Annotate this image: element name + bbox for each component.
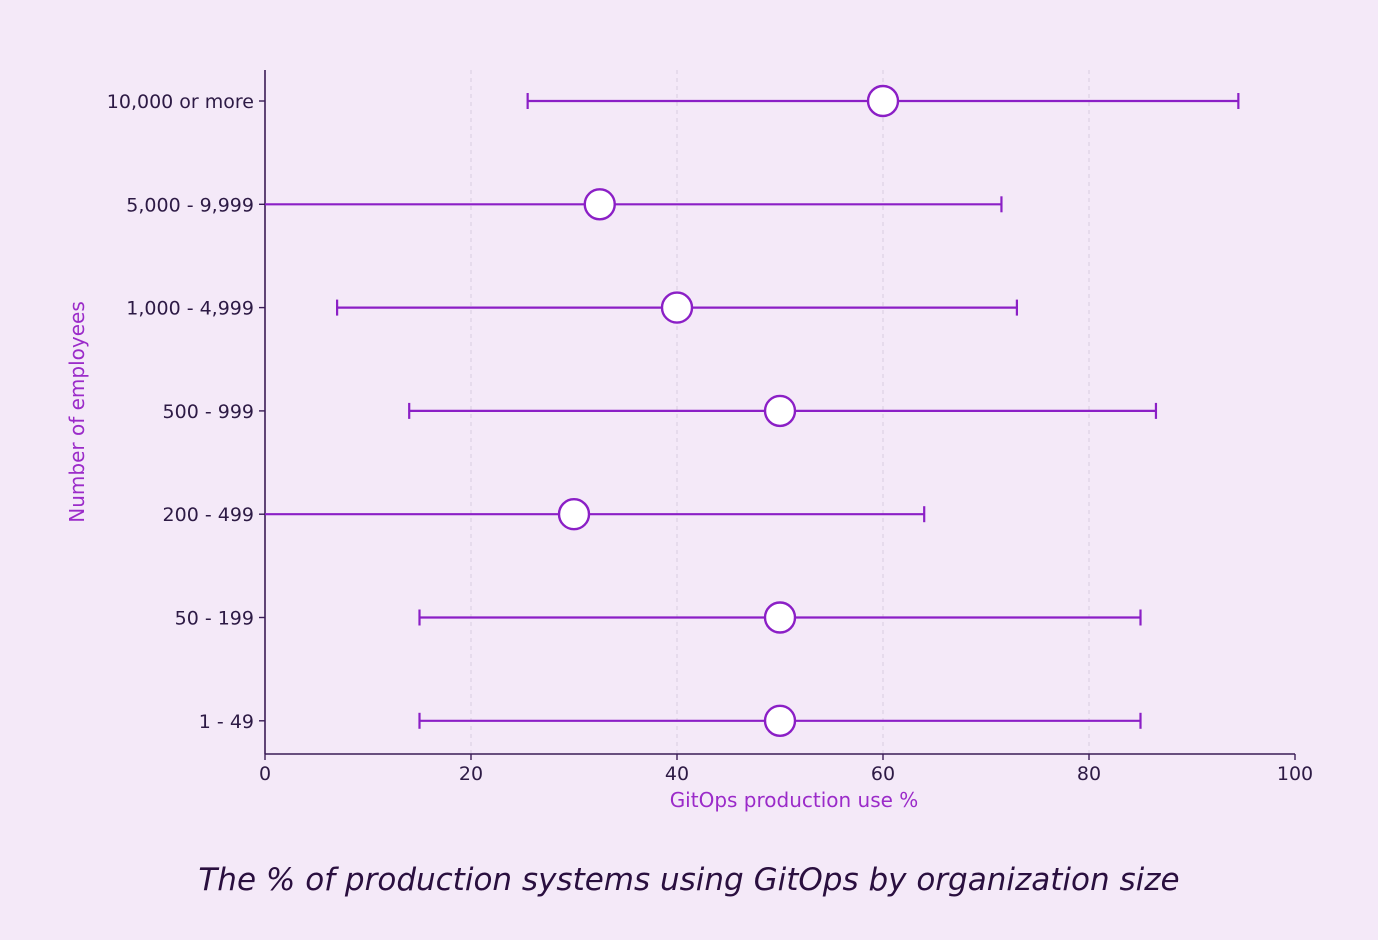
y-axis-title: Number of employees <box>65 301 89 522</box>
y-tick-label: 200 - 499 <box>163 504 254 526</box>
data-point-marker <box>866 84 900 118</box>
x-tick-label: 80 <box>1077 763 1101 785</box>
y-tick-label: 5,000 - 9,999 <box>126 194 254 216</box>
y-tick-label: 1 - 49 <box>199 711 254 733</box>
x-tick-label: 0 <box>259 763 271 785</box>
data-point-marker <box>763 394 797 428</box>
data-point-marker <box>763 704 797 737</box>
data-point-marker <box>660 291 694 324</box>
x-tick-label: 20 <box>459 763 483 785</box>
y-tick-label: 1,000 - 4,999 <box>126 298 254 320</box>
chart-caption: The % of production systems using GitOps… <box>198 862 1180 898</box>
x-tick-label: 100 <box>1277 763 1313 785</box>
data-point-marker <box>557 498 591 531</box>
y-tick-label: 10,000 or more <box>107 91 254 113</box>
data-point-marker <box>763 601 797 634</box>
x-tick-label: 40 <box>665 763 689 785</box>
y-tick-label: 500 - 999 <box>163 401 254 423</box>
x-tick-label: 60 <box>871 763 895 785</box>
data-point-marker <box>583 188 616 221</box>
x-axis-title: GitOps production use % <box>670 788 919 812</box>
y-tick-label: 50 - 199 <box>175 608 254 630</box>
